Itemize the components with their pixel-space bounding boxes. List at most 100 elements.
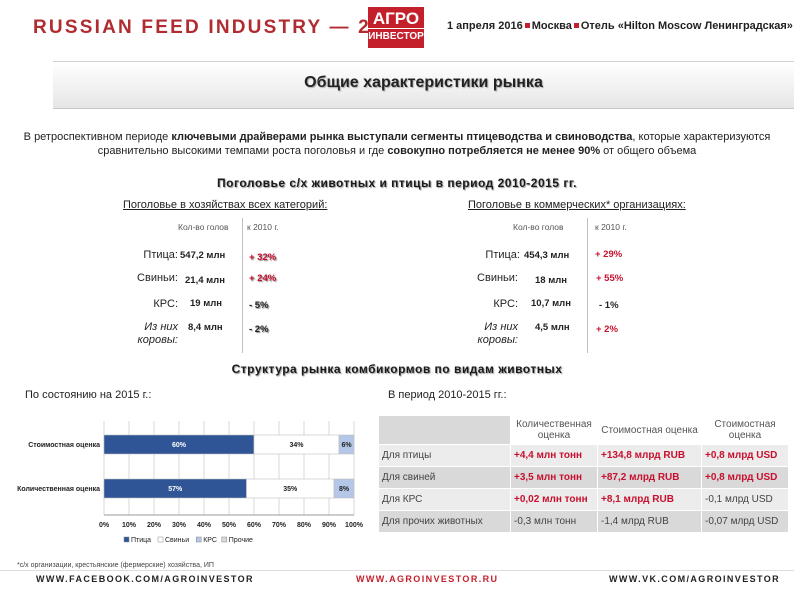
table-header: Количественная оценка bbox=[510, 415, 598, 445]
row-label: Свиньи: bbox=[137, 272, 178, 284]
row-count: 8,4 млн bbox=[188, 322, 223, 333]
table-cell: +0,8 млрд USD bbox=[701, 444, 789, 467]
section-livestock-title: Поголовье с/х животных и птицы в период … bbox=[217, 176, 577, 190]
livestock-all-subtitle: Поголовье в хозяйствах всех категорий: bbox=[123, 199, 328, 211]
table-row: Для свиней +3,5 млн тонн +87,2 млрд RUB … bbox=[378, 466, 789, 489]
row-label: КРС: bbox=[493, 298, 518, 310]
row-change: + 24% bbox=[249, 273, 277, 284]
event-title: RUSSIAN FEED INDUSTRY — 2016 bbox=[33, 17, 410, 38]
table-header: Стоимостная оценка bbox=[597, 415, 702, 445]
table-row: Для КРС +0,02 млн тонн +8,1 млрд RUB -0,… bbox=[378, 488, 789, 511]
structure-bar-chart: 0% 10% 20% 30% 40% 50% 60% 70% 80% 90% 100% 60% 34% 6… bbox=[17, 421, 364, 544]
agroinvestor-logo[interactable]: АГРО ИНВЕСТОР bbox=[368, 7, 424, 48]
table-cell: +134,8 млрд RUB bbox=[597, 444, 702, 467]
row-label: Свиньи: bbox=[477, 272, 518, 284]
chart-data-label: 8% bbox=[339, 486, 350, 493]
chart-category-label: Количественная оценка bbox=[17, 486, 100, 493]
row-count: 10,7 млн bbox=[531, 298, 571, 309]
footnote: *с/х организации, крестьянские (фермерск… bbox=[17, 562, 214, 569]
table-row-label: Для прочих животных bbox=[378, 510, 511, 533]
row-change: - 5% bbox=[249, 300, 269, 311]
livestock-commercial-subtitle: Поголовье в коммерческих* организациях: bbox=[468, 199, 686, 211]
site-link[interactable]: WWW.AGROINVESTOR.RU bbox=[356, 574, 499, 584]
row-count: 18 млн bbox=[535, 275, 568, 286]
row-label: Из них коровы: bbox=[477, 321, 518, 346]
row-count: 547,2 млн bbox=[180, 250, 226, 261]
slide-title: Общие характеристики рынка bbox=[304, 74, 543, 91]
col-count-header: Кол-во голов bbox=[513, 222, 564, 232]
row-count: 4,5 млн bbox=[535, 322, 570, 333]
event-info: 1 апреля 2016 Москва Отель «Hilton Moscow … bbox=[447, 20, 793, 32]
footer-divider bbox=[0, 570, 794, 571]
square-bullet-icon bbox=[573, 23, 579, 29]
table-cell: -0,07 млрд USD bbox=[701, 510, 789, 533]
event-venue: Отель «Hilton Moscow Ленинградская» bbox=[580, 20, 793, 32]
intro-bold: ключевыми драйверами рынка выступали сег… bbox=[171, 131, 633, 143]
chart-data-label: 6% bbox=[341, 442, 352, 449]
table-row-label: Для КРС bbox=[378, 488, 511, 511]
chart-data-label: 35% bbox=[283, 486, 298, 493]
square-bullet-icon bbox=[524, 23, 530, 29]
row-count: 19 млн bbox=[190, 298, 223, 309]
chart-category-label: Стоимостная оценка bbox=[28, 442, 100, 449]
row-label: Птица: bbox=[485, 249, 520, 261]
row-change: + 29% bbox=[595, 249, 623, 260]
table-header-blank bbox=[378, 415, 511, 445]
table-cell: +8,1 млрд RUB bbox=[597, 488, 702, 511]
section-structure-title: Структура рынка комбикормов по видам жив… bbox=[231, 362, 563, 376]
intro-text: В ретроспективном периоде ключевыми драй… bbox=[14, 130, 780, 158]
table-row: Для птицы +4,4 млн тонн +134,8 млрд RUB … bbox=[378, 444, 789, 467]
legend-label: Свиньи bbox=[165, 537, 189, 544]
chart-bar bbox=[338, 434, 355, 455]
chart-caption: По состоянию на 2015 г.: bbox=[25, 389, 152, 401]
chart-x-tick-label: 90% bbox=[322, 522, 337, 529]
row-change: + 55% bbox=[596, 273, 624, 284]
chart-x-tick-label: 40% bbox=[197, 522, 212, 529]
col-count-header: Кол-во голов bbox=[178, 222, 229, 232]
chart-x-tick-label: 20% bbox=[147, 522, 162, 529]
chart-x-tick-label: 100% bbox=[345, 522, 364, 529]
table-cell: +4,4 млн тонн bbox=[510, 444, 598, 467]
table-cell: +0,8 млрд USD bbox=[701, 466, 789, 489]
table-row-label: Для свиней bbox=[378, 466, 511, 489]
legend-swatch bbox=[195, 536, 202, 543]
chart-x-tick-label: 60% bbox=[247, 522, 262, 529]
legend-swatch bbox=[221, 536, 228, 543]
chart-data-label: 57% bbox=[168, 486, 183, 493]
row-label: КРС: bbox=[153, 298, 178, 310]
row-count: 454,3 млн bbox=[524, 250, 570, 261]
logo-line-2: ИНВЕСТОР bbox=[368, 28, 424, 45]
chart-x-tick-label: 50% bbox=[222, 522, 237, 529]
column-divider bbox=[242, 218, 243, 353]
chart-x-tick-label: 10% bbox=[122, 522, 137, 529]
legend-swatch bbox=[123, 536, 130, 543]
row-change: - 1% bbox=[599, 300, 619, 311]
row-label: Из них коровы: bbox=[137, 321, 178, 346]
chart-bar bbox=[333, 478, 355, 499]
event-city: Москва bbox=[531, 20, 572, 32]
row-count: 21,4 млн bbox=[185, 275, 225, 286]
col-change-header: к 2010 г. bbox=[595, 222, 627, 232]
table-header: Стоимостная оценка bbox=[701, 415, 789, 445]
intro-bold: совокупно потребляется не менее 90% bbox=[387, 145, 601, 157]
vk-link[interactable]: WWW.VK.COM/AGROINVESTOR bbox=[609, 574, 781, 584]
chart-data-label: 34% bbox=[289, 442, 304, 449]
column-divider bbox=[587, 218, 588, 353]
table-header-row: Количественная оценка Стоимостная оценка… bbox=[378, 415, 789, 445]
legend-swatch bbox=[157, 536, 164, 543]
title-bar bbox=[53, 61, 794, 109]
row-label: Птица: bbox=[143, 249, 178, 261]
event-date: 1 апреля 2016 bbox=[447, 20, 523, 32]
intro-part: от общего объема bbox=[600, 145, 697, 157]
chart-data-label: 60% bbox=[172, 442, 187, 449]
chart-x-tick-label: 0% bbox=[99, 522, 110, 529]
table-row-label: Для птицы bbox=[378, 444, 511, 467]
table-row: Для прочих животных -0,3 млн тонн -1,4 м… bbox=[378, 510, 789, 533]
facebook-link[interactable]: WWW.FACEBOOK.COM/AGROINVESTOR bbox=[36, 574, 254, 584]
col-change-header: к 2010 г. bbox=[247, 222, 279, 232]
table-cell: -0,3 млн тонн bbox=[510, 510, 598, 533]
legend-label: КРС bbox=[203, 537, 217, 544]
table-cell: +87,2 млрд RUB bbox=[597, 466, 702, 489]
table-cell: -0,1 млрд USD bbox=[701, 488, 789, 511]
chart-x-tick-label: 80% bbox=[297, 522, 312, 529]
